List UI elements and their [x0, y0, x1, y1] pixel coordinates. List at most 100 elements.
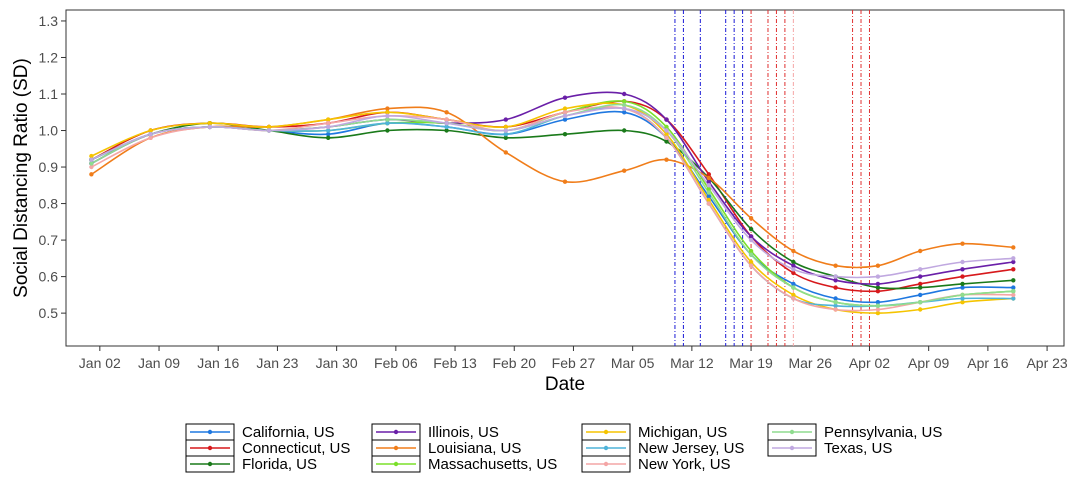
data-point [918, 267, 923, 272]
legend-key-box [581, 455, 631, 473]
data-point [833, 307, 838, 312]
x-tick-label: Apr 09 [908, 355, 949, 371]
data-point [444, 110, 449, 115]
data-point [503, 124, 508, 130]
data-point [622, 102, 627, 108]
data-point [385, 128, 390, 133]
x-tick-label: Jan 30 [316, 355, 358, 371]
data-point [1011, 289, 1016, 294]
legend-key-point [603, 429, 609, 435]
series-line [91, 110, 1014, 304]
data-point [748, 237, 754, 243]
data-point [875, 281, 881, 287]
legend-label: New York, US [638, 456, 731, 473]
data-point [960, 296, 965, 301]
data-point [791, 263, 796, 268]
legend-label: Pennsylvania, US [824, 424, 942, 441]
data-point [385, 121, 390, 126]
legend-label: Louisiana, US [428, 440, 521, 457]
data-point [791, 248, 796, 254]
series-line [91, 100, 1014, 293]
data-point [960, 267, 965, 272]
data-point [918, 292, 923, 298]
data-point [918, 285, 923, 290]
legend-key-point [603, 461, 609, 467]
data-point [148, 132, 153, 137]
data-point [875, 274, 881, 279]
legend-key-box [767, 439, 817, 457]
data-point [622, 91, 627, 97]
y-tick-label: 0.5 [39, 305, 59, 321]
data-point [918, 307, 923, 312]
data-point [622, 106, 627, 111]
x-tick-label: Apr 16 [967, 355, 1008, 371]
data-point [664, 124, 669, 130]
data-point [503, 150, 508, 155]
y-tick-label: 0.7 [39, 232, 59, 248]
data-point [706, 201, 711, 206]
legend-key-point [393, 429, 399, 435]
data-point [1011, 259, 1016, 265]
y-axis-title: Social Distancing Ratio (SD) [11, 58, 32, 298]
data-point [326, 124, 331, 130]
data-point [664, 132, 669, 137]
x-tick-label: Feb 27 [552, 355, 596, 371]
x-axis-title: Date [545, 374, 585, 395]
legend-key-point [393, 445, 399, 451]
series-line [90, 106, 1014, 269]
data-point [444, 117, 449, 122]
data-point [1011, 285, 1016, 290]
data-point [706, 190, 711, 195]
series-lines [90, 91, 1014, 314]
legend-key-point [789, 429, 795, 435]
data-point [791, 281, 796, 287]
data-point [960, 274, 965, 279]
data-point [326, 128, 331, 133]
x-tick-label: Apr 02 [849, 355, 890, 371]
data-point [89, 161, 94, 166]
data-point [706, 186, 711, 192]
legend-key-point [603, 445, 609, 451]
data-point [266, 124, 272, 130]
data-point [1011, 292, 1016, 298]
data-point [748, 226, 754, 232]
data-point [960, 300, 965, 305]
data-point [706, 172, 711, 177]
legend-label: California, US [242, 424, 335, 441]
data-point [706, 197, 711, 203]
data-point [664, 135, 669, 140]
data-point [444, 128, 449, 133]
data-point [875, 307, 881, 312]
data-point [385, 117, 390, 122]
data-point [562, 179, 568, 184]
data-point [875, 310, 881, 316]
data-point [706, 179, 711, 184]
x-tick-label: Jan 23 [256, 355, 298, 371]
data-point [664, 139, 669, 144]
data-point [960, 292, 965, 298]
data-point [562, 132, 568, 137]
data-point [622, 110, 627, 115]
data-point [748, 252, 754, 257]
legend-key-point [393, 461, 399, 467]
data-point [833, 296, 838, 301]
data-point [664, 128, 669, 133]
data-point [444, 124, 449, 130]
data-point [207, 121, 212, 126]
data-point [326, 117, 331, 122]
data-point [664, 117, 669, 122]
series-line [91, 122, 1014, 290]
x-tick-label: Feb 13 [433, 355, 477, 371]
data-point [748, 263, 754, 268]
data-point [918, 274, 923, 279]
x-tick-label: Mar 26 [788, 355, 832, 371]
data-point [960, 285, 965, 290]
legend-label: Massachusetts, US [428, 456, 557, 473]
data-point [664, 157, 669, 162]
x-tick-label: Jan 02 [79, 355, 121, 371]
data-point [791, 259, 796, 265]
data-point [748, 216, 754, 221]
series-line [91, 91, 1014, 285]
